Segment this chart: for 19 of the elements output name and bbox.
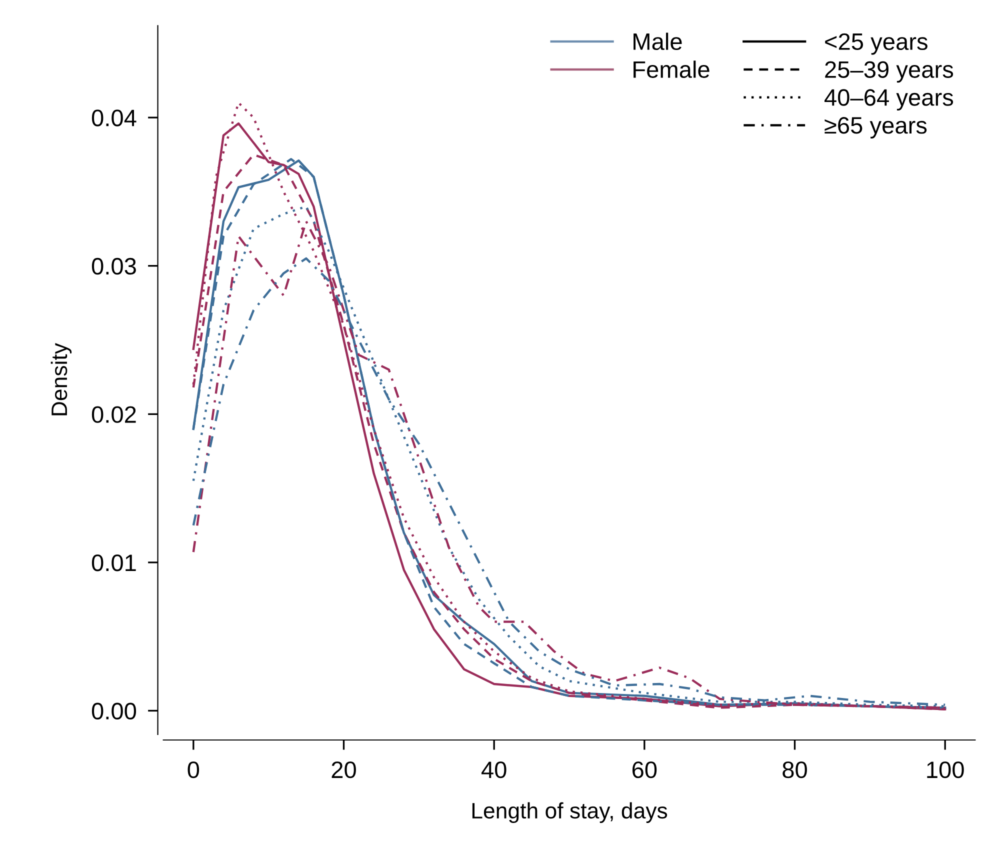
x-tick-label: 40 [481,761,506,778]
legend-label: Female [634,60,710,78]
y-tick-label: 0.00 [92,702,136,720]
x-tick-label: 80 [782,761,807,778]
x-axis-title: Length of stay, days [472,802,668,823]
x-tick-label: 100 [927,761,964,778]
legend-label: 25–39 years [825,61,954,83]
legend-label: ≥65 years [824,117,927,138]
y-tick-label: 0.03 [92,258,136,275]
y-tick-label: 0.02 [92,406,136,423]
legend-label: Male [634,32,682,50]
x-tick-label: 20 [332,761,356,778]
legend-label: 40–64 years [824,89,954,111]
y-axis-title: Density [50,343,72,416]
x-tick-label: 60 [632,761,657,778]
y-tick-label: 0.01 [92,554,136,572]
x-tick-label: 0 [188,761,200,778]
legend-label: <25 years [825,33,928,55]
y-tick-label: 0.04 [92,110,136,126]
